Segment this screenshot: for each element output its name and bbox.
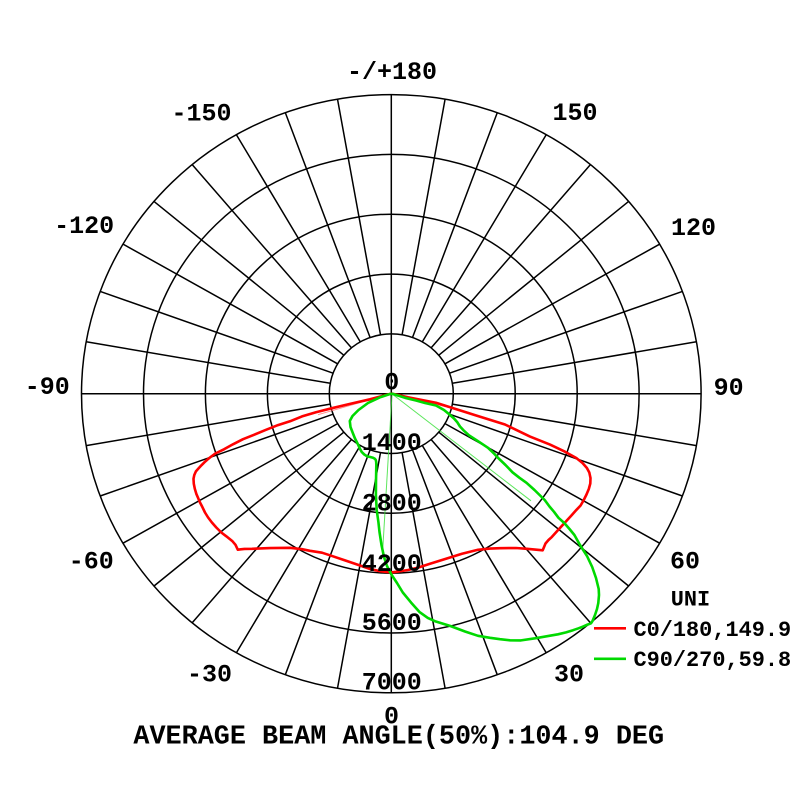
svg-text:C90/270,59.8: C90/270,59.8: [634, 648, 792, 673]
svg-text:150: 150: [552, 99, 597, 128]
svg-text:0: 0: [384, 369, 399, 398]
svg-text:120: 120: [671, 214, 716, 243]
svg-text:7000: 7000: [362, 669, 422, 698]
svg-text:UNI: UNI: [671, 588, 710, 613]
svg-text:90: 90: [714, 374, 744, 403]
svg-text:-90: -90: [25, 373, 70, 402]
svg-text:60: 60: [670, 548, 700, 577]
svg-text:-30: -30: [187, 660, 232, 689]
svg-text:-120: -120: [54, 212, 114, 241]
svg-text:AVERAGE BEAM ANGLE(50%):104.9: AVERAGE BEAM ANGLE(50%):104.9 DEG: [133, 722, 664, 752]
svg-text:0: 0: [384, 703, 399, 732]
svg-text:C0/180,149.9: C0/180,149.9: [634, 618, 792, 643]
svg-text:-/+180: -/+180: [347, 58, 437, 87]
svg-text:5600: 5600: [362, 609, 422, 638]
svg-text:4200: 4200: [362, 550, 422, 579]
svg-text:30: 30: [554, 660, 584, 689]
svg-text:2800: 2800: [362, 489, 422, 518]
svg-text:1400: 1400: [362, 429, 422, 458]
svg-text:-150: -150: [171, 100, 231, 129]
svg-text:-60: -60: [69, 548, 114, 577]
